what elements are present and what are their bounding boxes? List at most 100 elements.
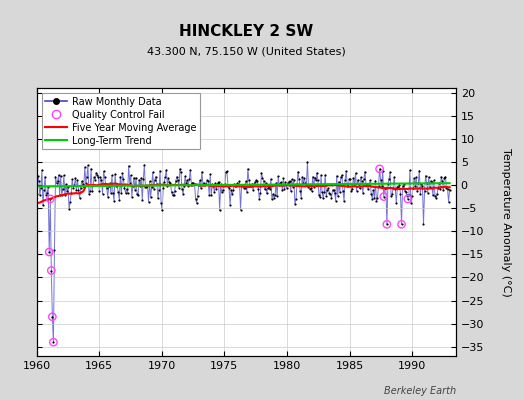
Point	[161, 173, 169, 180]
Point	[58, 192, 66, 199]
Point	[154, 195, 162, 202]
Point	[46, 196, 54, 202]
Point	[91, 176, 100, 183]
Point	[230, 181, 238, 187]
Point	[317, 172, 325, 178]
Point	[105, 182, 113, 189]
Point	[396, 190, 405, 197]
Point	[438, 178, 446, 184]
Point	[445, 186, 454, 193]
Point	[307, 185, 315, 191]
Point	[77, 185, 85, 192]
Point	[374, 182, 383, 189]
Point	[226, 202, 234, 208]
Point	[34, 172, 42, 179]
Point	[124, 190, 132, 196]
Point	[299, 180, 308, 186]
Point	[254, 186, 263, 192]
Point	[108, 172, 116, 178]
Point	[109, 190, 117, 196]
Point	[53, 178, 62, 184]
Point	[136, 183, 145, 189]
Point	[276, 180, 285, 186]
Point	[159, 185, 167, 192]
Point	[345, 176, 354, 182]
Point	[123, 186, 131, 192]
Point	[67, 190, 75, 196]
Point	[392, 200, 400, 206]
Point	[165, 179, 173, 185]
Point	[413, 188, 421, 194]
Point	[110, 198, 118, 204]
Point	[393, 184, 401, 190]
Point	[352, 188, 361, 194]
Point	[128, 194, 136, 200]
Point	[54, 172, 63, 178]
Point	[112, 183, 121, 190]
Point	[132, 174, 140, 181]
Point	[80, 184, 88, 191]
Point	[140, 161, 148, 168]
Point	[405, 192, 413, 198]
Point	[213, 180, 222, 186]
Point	[150, 176, 159, 183]
Point	[139, 176, 147, 182]
Point	[83, 174, 91, 180]
Point	[331, 190, 339, 196]
Point	[264, 185, 272, 192]
Point	[337, 174, 345, 180]
Point	[315, 192, 323, 198]
Point	[152, 181, 161, 187]
Point	[440, 174, 449, 181]
Point	[151, 174, 160, 180]
Point	[141, 184, 149, 190]
Point	[125, 162, 133, 169]
Point	[205, 192, 213, 198]
Point	[402, 192, 411, 198]
Point	[51, 174, 60, 180]
Point	[142, 184, 150, 190]
Point	[44, 184, 52, 190]
Point	[243, 189, 251, 196]
Point	[399, 181, 408, 188]
Point	[190, 181, 199, 187]
Point	[293, 181, 301, 188]
Point	[326, 190, 335, 197]
Point	[59, 186, 67, 192]
Point	[406, 167, 414, 174]
Point	[431, 192, 439, 199]
Point	[274, 173, 282, 180]
Point	[96, 174, 105, 180]
Point	[366, 177, 374, 184]
Point	[134, 192, 143, 198]
Point	[146, 194, 155, 200]
Point	[94, 174, 103, 180]
Point	[61, 192, 69, 198]
Point	[324, 185, 333, 192]
Point	[111, 171, 119, 177]
Point	[231, 182, 239, 189]
Point	[322, 192, 331, 199]
Point	[32, 191, 41, 197]
Point	[380, 185, 389, 191]
Point	[437, 173, 445, 180]
Point	[256, 190, 265, 196]
Point	[166, 180, 174, 186]
Point	[294, 168, 302, 175]
Point	[145, 178, 154, 185]
Point	[410, 175, 418, 182]
Point	[373, 194, 381, 201]
Point	[242, 178, 250, 184]
Point	[81, 164, 89, 170]
Point	[261, 180, 270, 186]
Point	[57, 173, 65, 180]
Point	[204, 178, 212, 185]
Point	[267, 176, 275, 182]
Point	[103, 185, 111, 191]
Point	[87, 165, 95, 172]
Point	[180, 183, 188, 190]
Point	[295, 176, 303, 182]
Point	[95, 188, 104, 195]
Point	[433, 190, 441, 197]
Point	[245, 177, 253, 184]
